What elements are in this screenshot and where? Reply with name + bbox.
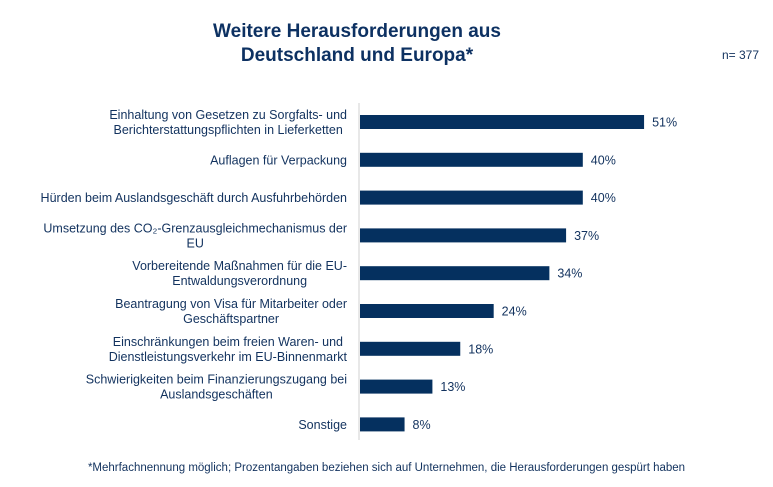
category-label-line: Berichterstattungspflichten in Lieferket… xyxy=(114,123,343,137)
category-label-5: Vorbereitende Maßnahmen für die EU-Entwa… xyxy=(132,259,347,288)
category-label-8: Schwierigkeiten beim Finanzierungszugang… xyxy=(86,373,347,402)
category-label-line: Geschäftspartner xyxy=(183,312,279,326)
bar-2 xyxy=(360,152,583,167)
category-label-line: Einhaltung von Gesetzen zu Sorgfalts- un… xyxy=(109,108,347,122)
data-label-2: 40% xyxy=(591,153,616,167)
category-label-line: Beantragung von Visa für Mitarbeiter ode… xyxy=(115,297,347,311)
title-line-2: Deutschland und Europa* xyxy=(240,45,474,66)
category-label-6: Beantragung von Visa für Mitarbeiter ode… xyxy=(115,297,347,326)
bar-1 xyxy=(360,115,645,129)
data-label-9: 8% xyxy=(413,418,431,432)
category-label-1: Einhaltung von Gesetzen zu Sorgfalts- un… xyxy=(109,108,347,137)
bar-4 xyxy=(360,228,567,243)
chart-title: Weitere Herausforderungen aus Deutschlan… xyxy=(150,20,564,68)
data-label-6: 24% xyxy=(502,305,527,319)
category-label-4: Umsetzung des CO₂-Grenzausgleichmechanis… xyxy=(43,221,347,250)
category-label-3: Hürden beim Auslandsgeschäft durch Ausfu… xyxy=(41,191,347,205)
category-label-line: Hürden beim Auslandsgeschäft durch Ausfu… xyxy=(41,191,347,205)
footnote: *Mehrfachnennung möglich; Prozentangaben… xyxy=(87,462,686,474)
bar-8 xyxy=(360,379,433,394)
sample-size: n= 377 xyxy=(721,48,759,62)
category-label-line: Vorbereitende Maßnahmen für die EU- xyxy=(132,259,347,273)
data-label-8: 13% xyxy=(440,380,465,394)
bar-9 xyxy=(360,417,405,432)
bar-5 xyxy=(360,266,550,281)
category-label-line: Schwierigkeiten beim Finanzierungszugang… xyxy=(86,373,347,387)
data-label-3: 40% xyxy=(591,191,616,205)
category-label-line: Auflagen für Verpackung xyxy=(210,153,347,167)
category-label-line: Umsetzung des CO₂-Grenzausgleichmechanis… xyxy=(43,221,347,235)
data-label-5: 34% xyxy=(557,267,582,281)
bar-6 xyxy=(360,304,494,318)
data-label-4: 37% xyxy=(574,229,599,243)
data-label-7: 18% xyxy=(468,342,493,356)
title-line-1: Weitere Herausforderungen aus xyxy=(213,21,501,42)
bar-7 xyxy=(360,341,461,356)
category-label-2: Auflagen für Verpackung xyxy=(210,153,347,167)
category-label-line: Dienstleistungsverkehr im EU-Binnenmarkt xyxy=(109,350,348,364)
category-label-7: Einschränkungen beim freien Waren- und Di… xyxy=(109,335,348,364)
category-label-line: Auslandsgeschäften xyxy=(160,388,273,402)
data-label-1: 51% xyxy=(652,116,677,130)
category-label-line: Entwaldungsverordnung xyxy=(172,274,307,288)
category-label-line: EU xyxy=(187,236,204,250)
bar-3 xyxy=(360,190,583,205)
category-label-line: Einschränkungen beim freien Waren- und xyxy=(113,335,343,349)
category-label-9: Sonstige xyxy=(298,418,347,432)
category-label-line: Sonstige xyxy=(298,418,347,432)
